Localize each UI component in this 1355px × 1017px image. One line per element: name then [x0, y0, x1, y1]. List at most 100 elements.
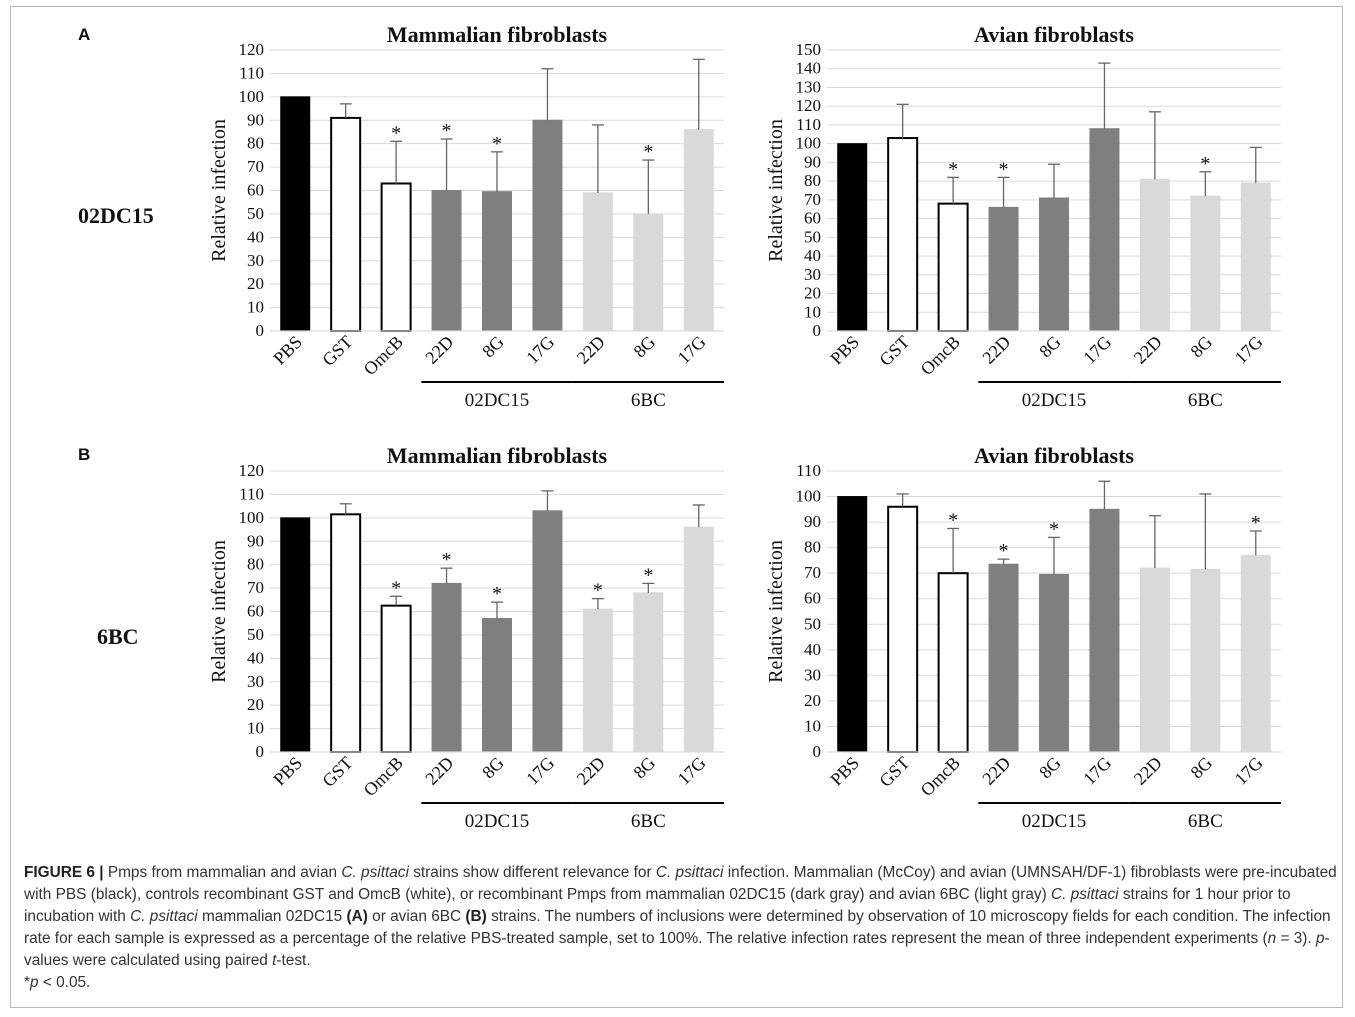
y-tick-label: 60	[804, 589, 821, 608]
y-tick-label: 80	[247, 134, 264, 153]
significance-marker: *	[948, 158, 958, 180]
x-tick-label: 8G	[1186, 753, 1216, 783]
caption-text: Pmps from mammalian and avian	[103, 864, 342, 881]
x-tick-label: 17G	[1231, 753, 1267, 789]
significance-marker: *	[391, 577, 401, 599]
row-label-02dc15: 02DC15	[78, 203, 154, 228]
panel-letter-b: B	[78, 445, 91, 464]
caption-figure-label: FIGURE 6 |	[24, 864, 104, 881]
bar-chart: 0 10 20 30 40 50 60 70 80 90 100 110 120 Mammalian fi…	[208, 443, 724, 832]
x-tick-label: 22D	[1130, 332, 1166, 368]
group-label: 6BC	[631, 811, 666, 832]
significance-marker: *	[999, 540, 1009, 562]
y-axis-label: Relative infection	[765, 119, 787, 262]
y-tick-label: 20	[804, 284, 821, 303]
bar	[887, 505, 919, 753]
y-tick-label: 70	[804, 190, 821, 209]
group-label: 02DC15	[465, 811, 529, 832]
bar	[988, 206, 1019, 332]
y-tick-label: 40	[247, 648, 264, 667]
y-tick-label: 100	[796, 134, 822, 153]
y-tick-label: 0	[256, 742, 265, 761]
bar	[330, 116, 362, 332]
x-tick-label: 22D	[573, 332, 609, 368]
x-tick-label: 8G	[1035, 332, 1065, 362]
bar	[837, 143, 868, 332]
figure-frame	[10, 6, 1343, 1008]
x-tick-label: 8G	[629, 753, 659, 783]
y-tick-label: 70	[247, 157, 264, 176]
bar	[330, 513, 362, 754]
bar	[1190, 568, 1221, 753]
y-tick-label: 120	[239, 461, 265, 480]
caption-text: strains show different relevance for	[408, 864, 656, 881]
y-tick-label: 100	[796, 487, 822, 506]
caption-text: strains. The numbers of inclusions were …	[24, 908, 1331, 947]
x-tick-label: PBS	[269, 753, 306, 790]
significance-marker: *	[1200, 153, 1210, 175]
caption-italic: t	[272, 952, 277, 969]
x-tick-label: 17G	[1079, 332, 1115, 368]
chart-title: Mammalian fibroblasts	[387, 22, 608, 47]
group-label: 6BC	[1188, 390, 1223, 411]
significance-marker: *	[948, 509, 958, 531]
y-tick-label: 50	[247, 625, 264, 644]
bar	[280, 96, 311, 332]
caption-text: -test.	[276, 952, 311, 969]
group-label: 6BC	[1188, 811, 1223, 832]
x-tick-label: 22D	[978, 753, 1014, 789]
figure-caption: FIGURE 6 | Pmps from mammalian and avian…	[24, 862, 1340, 994]
y-tick-label: 100	[239, 508, 265, 527]
bar	[582, 192, 613, 332]
chart-title: Avian fibroblasts	[974, 443, 1134, 468]
caption-italic: C. psittaci	[341, 864, 409, 881]
bar	[431, 190, 462, 332]
panel-letter-a: A	[78, 25, 91, 44]
x-tick-label: 17G	[1079, 753, 1115, 789]
significance-marker: *	[593, 580, 603, 602]
x-tick-label: 22D	[1130, 753, 1166, 789]
significance-marker: *	[492, 133, 502, 155]
bar	[280, 517, 311, 753]
x-tick-label: 17G	[522, 753, 558, 789]
y-tick-label: 120	[239, 40, 265, 59]
y-tick-label: 10	[247, 719, 264, 738]
caption-italic: n	[1267, 930, 1277, 947]
y-tick-label: 10	[804, 716, 821, 735]
bar	[380, 182, 412, 332]
y-tick-label: 60	[804, 209, 821, 228]
y-tick-label: 10	[247, 298, 264, 317]
row-label-6bc: 6BC	[97, 624, 139, 649]
significance-marker: *	[1049, 518, 1059, 540]
bar	[1240, 182, 1271, 332]
bar	[582, 608, 613, 753]
group-label: 6BC	[631, 390, 666, 411]
y-tick-label: 50	[804, 614, 821, 633]
bar	[1089, 128, 1120, 332]
y-tick-label: 90	[804, 512, 821, 531]
y-tick-label: 140	[796, 59, 822, 78]
bar-chart: 0 10 20 30 40 50 60 70 80 90 100 110 Avian fibroblas…	[765, 443, 1281, 832]
caption-text: -values were calculated using paired	[24, 930, 1330, 969]
x-tick-label: OmcB	[917, 753, 964, 800]
caption-text: < 0.05.	[38, 974, 91, 991]
y-axis-label: Relative infection	[208, 119, 230, 262]
y-tick-label: 40	[804, 640, 821, 659]
x-tick-label: 8G	[1035, 753, 1065, 783]
x-tick-label: 17G	[1231, 332, 1267, 368]
bar	[837, 496, 868, 753]
bar	[532, 119, 563, 332]
bar	[431, 582, 462, 753]
caption-text: = 3).	[1276, 930, 1316, 947]
y-tick-label: 100	[239, 87, 265, 106]
y-tick-label: 40	[804, 246, 821, 265]
caption-italic: C. psittaci	[1051, 886, 1119, 903]
x-tick-label: GST	[875, 332, 913, 370]
x-tick-label: GST	[875, 753, 913, 791]
caption-bold: (B)	[465, 908, 487, 925]
y-axis-label: Relative infection	[208, 540, 230, 683]
bar	[683, 526, 714, 753]
x-tick-label: 8G	[1186, 332, 1216, 362]
